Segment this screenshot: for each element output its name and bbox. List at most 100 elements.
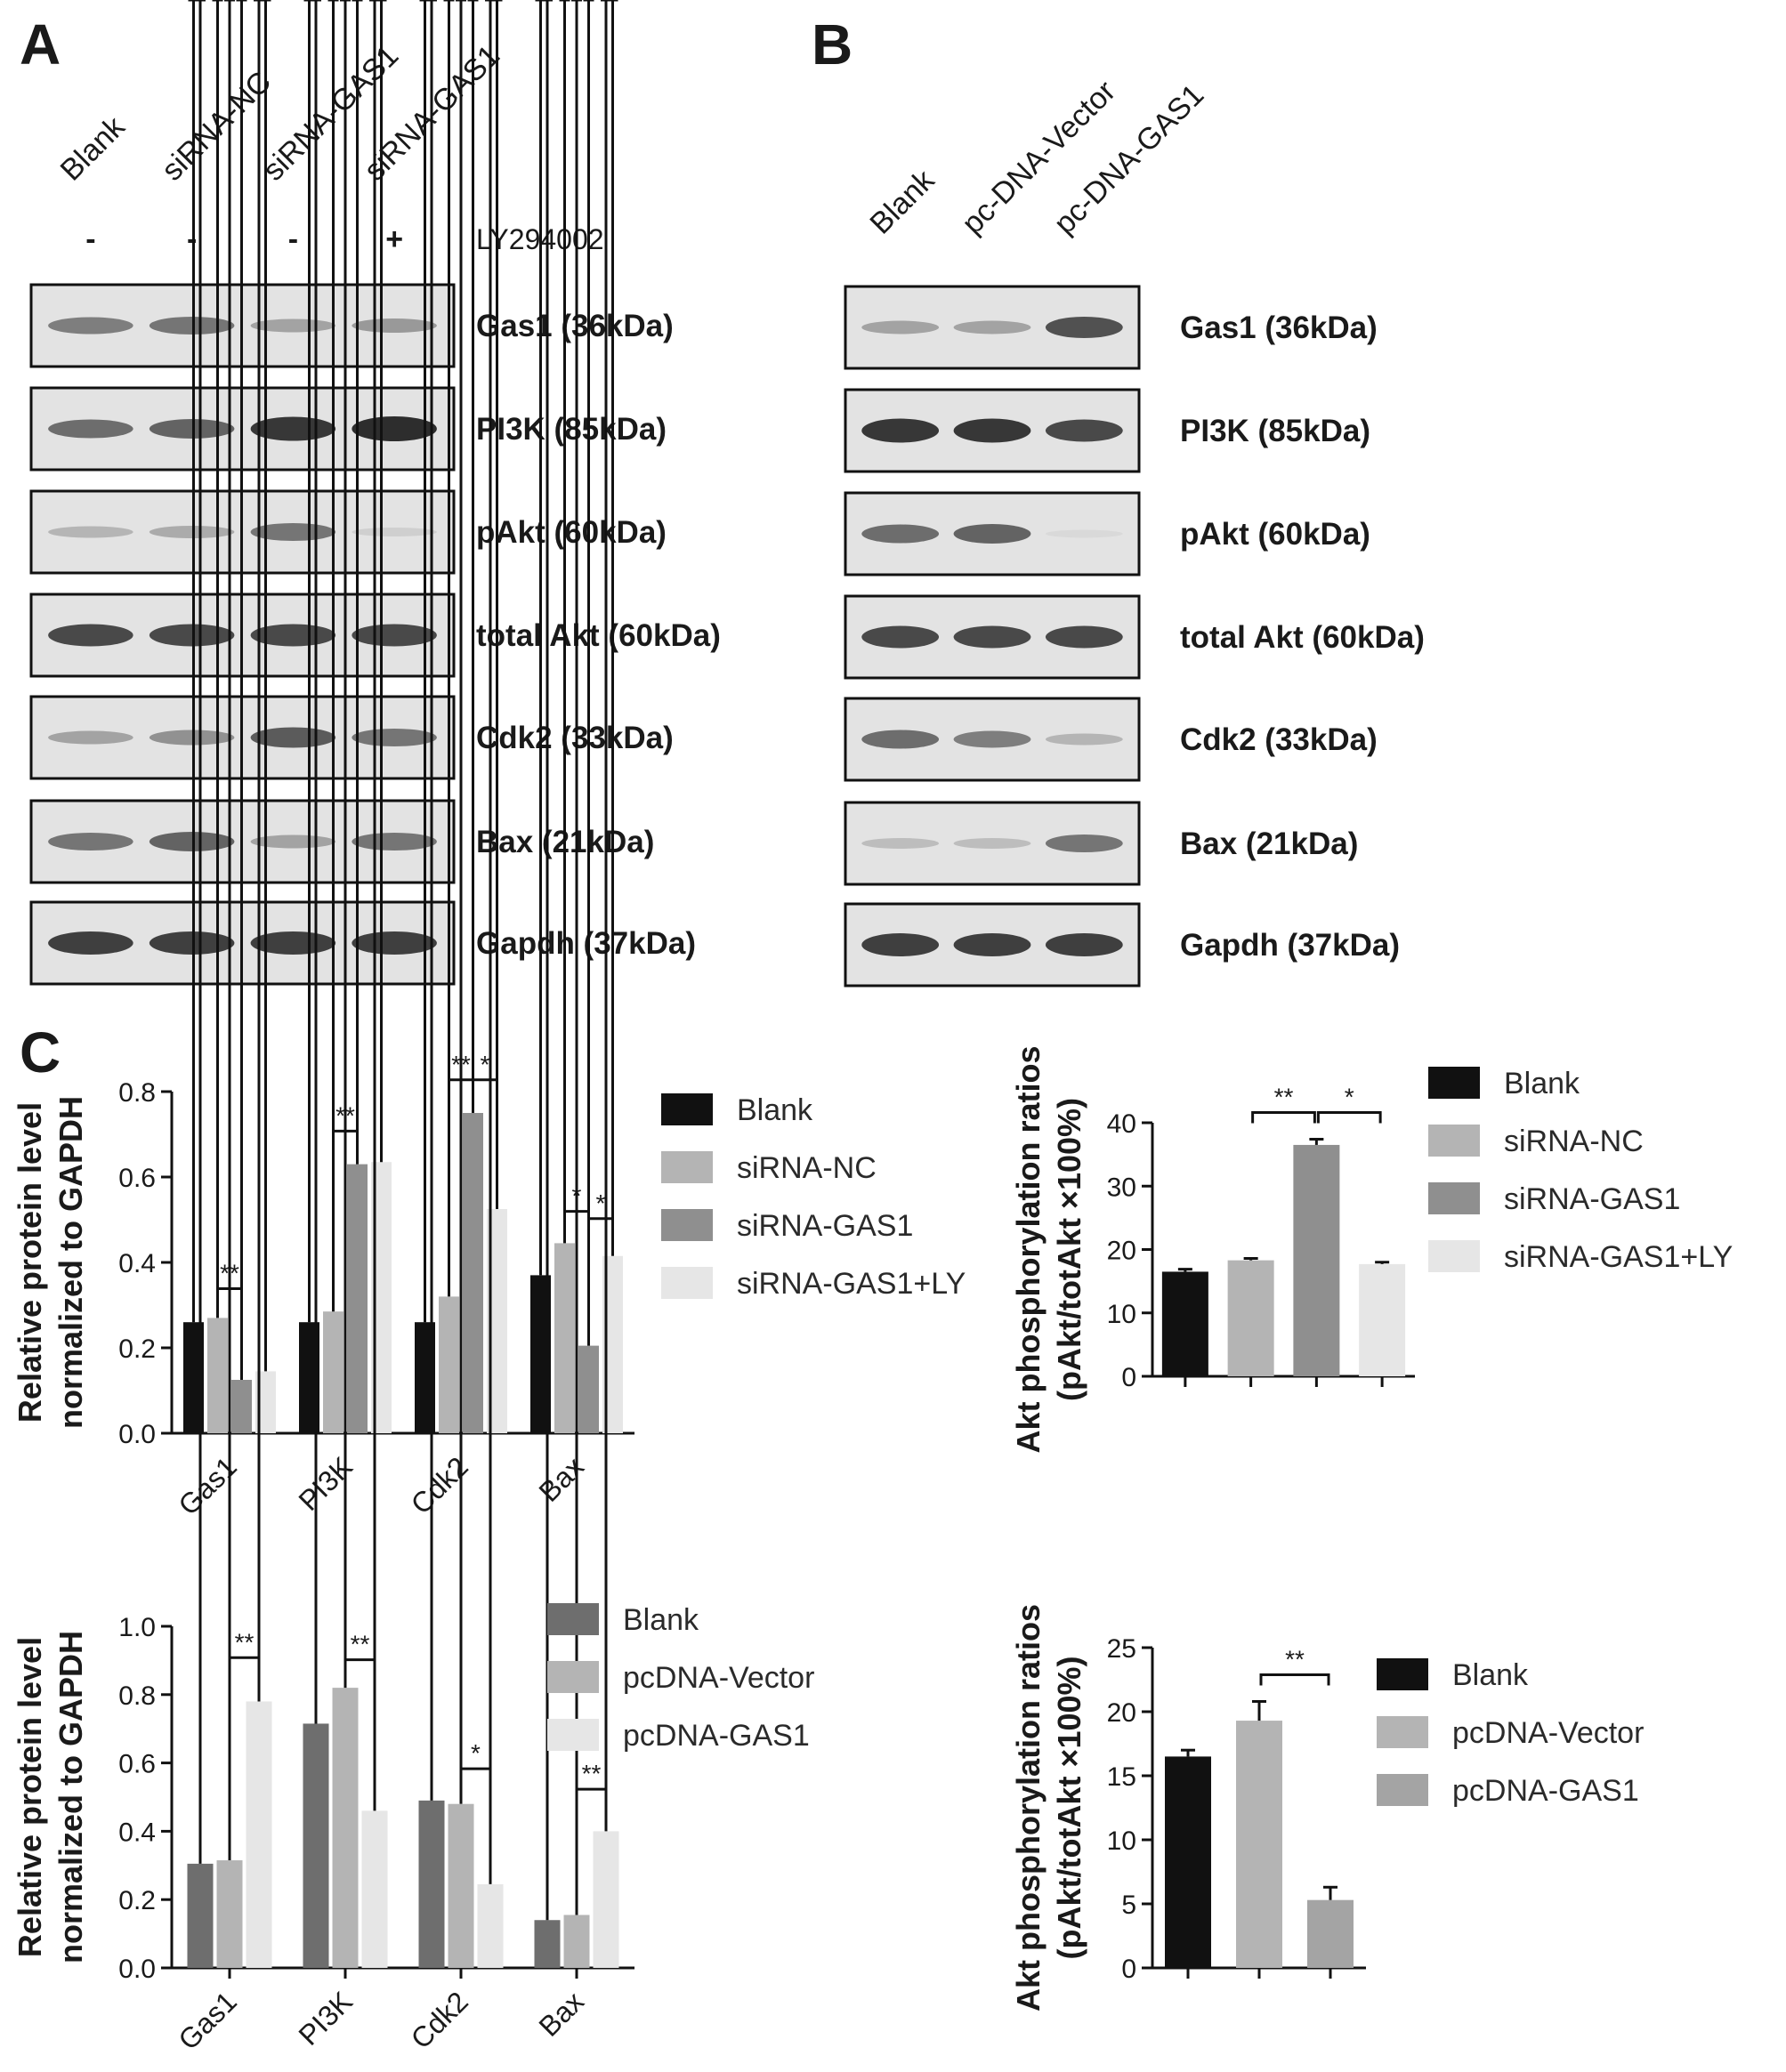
bar-sirna-nc-cdk2 xyxy=(439,1296,459,1433)
legend-label-sirna-gas1: siRNA-GAS1 xyxy=(1504,1182,1680,1216)
protein-band xyxy=(861,838,940,849)
treatment-sign: - xyxy=(187,222,197,256)
significance-bracket xyxy=(587,1217,614,1229)
y-tick-label: 30 xyxy=(1107,1173,1136,1202)
significance-bracket xyxy=(343,1658,376,1671)
band-label-gas1: Gas1 (36kDa) xyxy=(1180,310,1378,345)
legend-swatch-pcdna-gas1 xyxy=(1377,1774,1428,1806)
protein-band xyxy=(1045,834,1123,852)
legend-swatch-sirna-gas1 xyxy=(1428,1182,1480,1214)
band-label-cdk2: Cdk2 (33kDa) xyxy=(476,721,674,755)
protein-band xyxy=(861,933,940,956)
bar-pcdna-gas1-pi3k xyxy=(361,1810,388,1968)
protein-band xyxy=(352,833,437,851)
legend-label-sirna-nc: siRNA-NC xyxy=(1504,1125,1644,1158)
bar-pcdna-vector-bax xyxy=(563,1915,590,1968)
lane-label-blank: Blank xyxy=(863,163,941,241)
y-tick-label: 5 xyxy=(1121,1891,1136,1920)
y-axis-label: normalized to GAPDH xyxy=(53,1631,89,1963)
protein-band xyxy=(48,419,133,439)
bar-sirna-gas1-cdk2 xyxy=(463,1113,483,1433)
legend-label-blank: Blank xyxy=(623,1603,699,1637)
legend-swatch-blank xyxy=(1428,1067,1480,1099)
bar-sirna-gas1-pi3k xyxy=(347,1164,368,1433)
significance-label: * xyxy=(471,1739,481,1767)
bar-blank xyxy=(1165,1756,1211,1968)
protein-band xyxy=(48,730,133,745)
protein-band xyxy=(149,624,235,647)
chart-akt-phosphorylation-pcdna: 0 5 10 15 20 25 Akt phosphorylation ratios (pAk… xyxy=(1010,1604,1644,2012)
significance-bracket xyxy=(1259,1673,1330,1686)
legend-swatch-sirna-nc xyxy=(661,1151,713,1183)
band-label-total-akt: total Akt (60kDa) xyxy=(476,618,721,653)
x-tick-label-cdk2: Cdk2 xyxy=(405,1985,474,2054)
legend-swatch-sirna-gas1-ly xyxy=(1428,1240,1480,1272)
protein-band xyxy=(861,524,940,544)
protein-band xyxy=(149,931,235,955)
x-tick-label-gas1: Gas1 xyxy=(172,1985,243,2056)
protein-band xyxy=(352,528,437,536)
lane-label-pc-dna-vector: pc-DNA-Vector xyxy=(956,74,1122,240)
y-tick-label: 0.4 xyxy=(118,1818,156,1847)
bar-blank-bax xyxy=(530,1275,551,1433)
band-label-total-akt: total Akt (60kDa) xyxy=(1180,620,1425,655)
bar-pcdna-gas1 xyxy=(1307,1899,1354,1968)
bar-blank-bax xyxy=(534,1920,561,1968)
y-tick-label: 40 xyxy=(1107,1109,1136,1139)
significance-label: ** xyxy=(351,1631,370,1658)
band-label-gapdh: Gapdh (37kDa) xyxy=(476,926,696,961)
treatment-sign: + xyxy=(385,222,403,256)
protein-band xyxy=(953,625,1031,649)
legend-label-sirna-gas1-ly: siRNA-GAS1+LY xyxy=(737,1267,966,1301)
y-tick-label: 25 xyxy=(1107,1634,1136,1664)
protein-band xyxy=(953,730,1031,748)
y-tick-label: 10 xyxy=(1107,1300,1136,1329)
protein-band xyxy=(48,833,133,851)
legend-swatch-pcdna-vector xyxy=(547,1661,599,1693)
legend-label-pcdna-gas1: pcDNA-GAS1 xyxy=(623,1719,810,1753)
x-tick-label-cdk2: Cdk2 xyxy=(405,1450,474,1520)
y-tick-label: 0.6 xyxy=(118,1750,156,1779)
significance-label: * xyxy=(596,1189,606,1217)
y-axis-label: (pAkt/totAkt ×100%) xyxy=(1051,1098,1087,1401)
bar-sirna-gas1-ly xyxy=(1359,1263,1406,1376)
bar-sirna-gas1-ly-gas1 xyxy=(255,1371,276,1433)
protein-band xyxy=(149,832,235,851)
protein-band xyxy=(149,317,235,335)
bar-pcdna-gas1-bax xyxy=(593,1831,619,1968)
band-label-bax: Bax (21kDa) xyxy=(1180,826,1358,861)
protein-band xyxy=(1045,625,1123,649)
significance-bracket xyxy=(1316,1111,1382,1124)
lane-label-blank: Blank xyxy=(54,109,133,188)
bar-blank-cdk2 xyxy=(415,1322,435,1433)
chart-relative-protein-pcdna: 0.0 0.2 0.4 0.6 0.8 1.0 Relative protein level… xyxy=(12,0,814,2056)
legend-label-sirna-gas1: siRNA-GAS1 xyxy=(737,1209,913,1243)
bar-pcdna-vector xyxy=(1236,1721,1282,1968)
legend-swatch-sirna-gas1-ly xyxy=(661,1267,713,1299)
protein-band xyxy=(250,523,336,541)
significance-label: ** xyxy=(1285,1645,1305,1673)
bar-pcdna-gas1-cdk2 xyxy=(477,1883,504,1968)
y-tick-label: 1.0 xyxy=(118,1613,156,1642)
bar-sirna-nc-bax xyxy=(554,1243,575,1433)
legend-label-blank: Blank xyxy=(737,1093,813,1127)
protein-band xyxy=(48,931,133,955)
protein-band xyxy=(149,730,235,746)
legend-label-sirna-gas1-ly: siRNA-GAS1+LY xyxy=(1504,1240,1733,1274)
y-tick-label: 0.8 xyxy=(118,1681,156,1711)
bar-blank-gas1 xyxy=(187,1863,214,1968)
protein-band xyxy=(953,524,1031,544)
protein-band xyxy=(352,318,437,333)
protein-band xyxy=(861,730,940,749)
x-tick-label-gas1: Gas1 xyxy=(172,1450,243,1521)
y-tick-label: 20 xyxy=(1107,1237,1136,1266)
protein-band xyxy=(250,416,336,441)
y-axis-label: (pAkt/totAkt ×100%) xyxy=(1051,1656,1087,1959)
y-axis-label: Relative protein level xyxy=(12,1637,48,1957)
bar-blank xyxy=(1161,1271,1208,1376)
protein-band xyxy=(1045,317,1123,338)
panel-letter-a: A xyxy=(20,12,61,77)
y-tick-label: 0.0 xyxy=(118,1955,156,1984)
bar-sirna-nc-pi3k xyxy=(323,1311,343,1433)
